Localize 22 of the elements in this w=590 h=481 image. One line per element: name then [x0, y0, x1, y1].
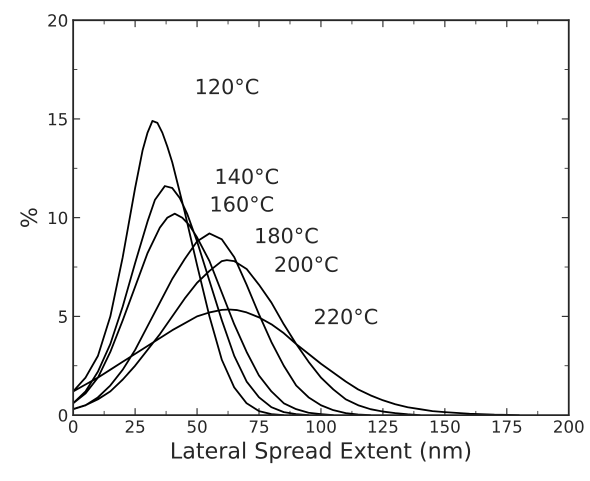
x-tick-label: 150: [430, 420, 460, 433]
x-tick-label: 0: [68, 420, 78, 433]
series-label: 180°C: [256, 228, 318, 244]
series-label: 200°C: [275, 256, 338, 272]
series-label: 140°C: [216, 168, 278, 184]
text: 120°C: [196, 78, 258, 94]
x-tick-label: 50: [188, 420, 207, 433]
y-tick-label: 10: [48, 212, 68, 224]
x-tick-label: 200: [554, 420, 584, 433]
x-axis-title: Lateral Spread Extent (nm): [172, 442, 470, 464]
x-tick-label: 125: [368, 420, 398, 433]
series-label: 160°C: [212, 196, 274, 212]
series-label: 220°C: [315, 308, 378, 324]
y-tick-label: 0: [58, 409, 68, 422]
x-tick-label: 100: [306, 420, 336, 433]
x-tick-label: 75: [250, 420, 268, 433]
y-tick-label: 15: [48, 113, 67, 126]
x-tick-label: 175: [492, 420, 522, 433]
y-axis-title: %: [20, 208, 38, 227]
y-tick-label: 5: [58, 310, 67, 323]
x-tick-label: 25: [126, 420, 144, 433]
y-tick-label: 20: [48, 14, 68, 27]
